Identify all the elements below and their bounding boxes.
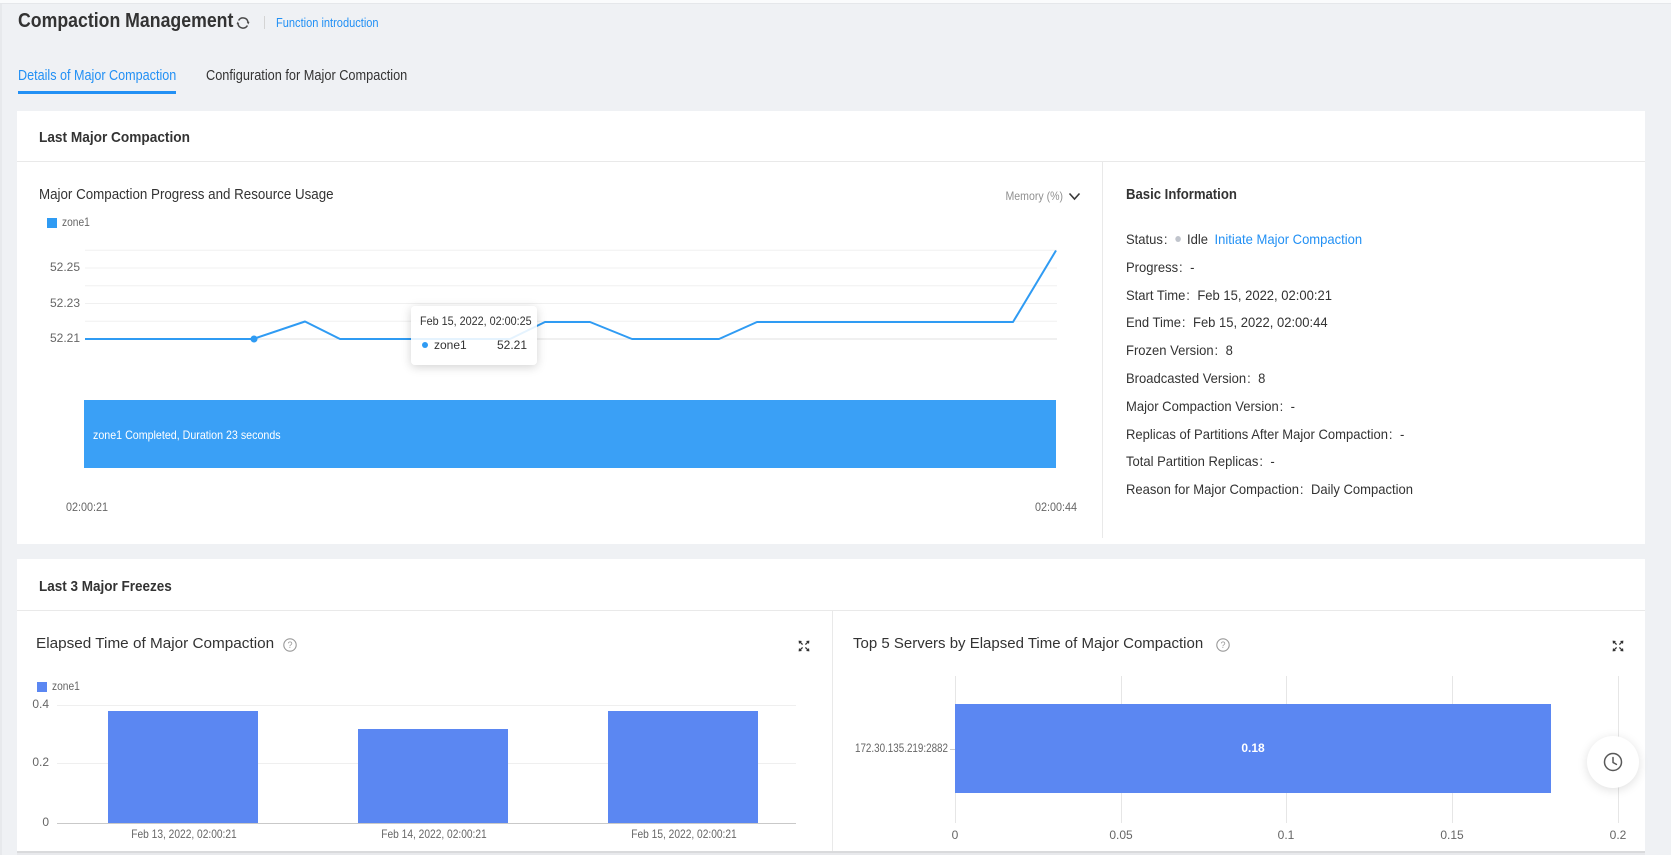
svg-text:?: ? — [1220, 640, 1225, 650]
svg-text:?: ? — [287, 640, 292, 650]
